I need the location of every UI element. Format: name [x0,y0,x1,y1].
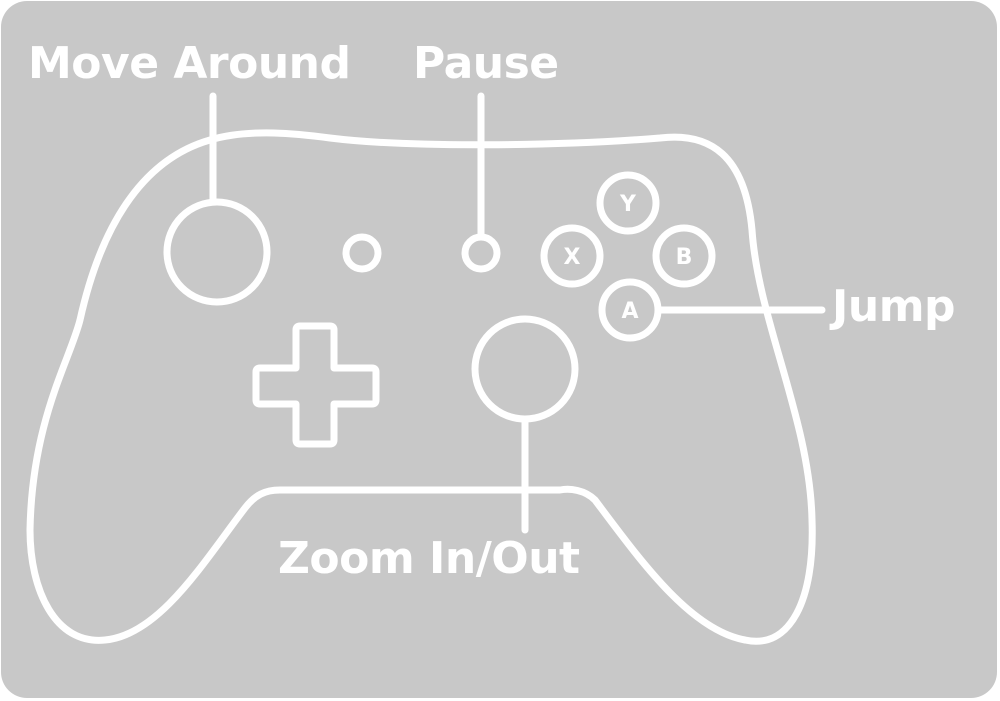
x-button-icon [540,224,604,288]
x-button-label: X [564,245,581,270]
b-button-icon [652,224,716,288]
right-stick-icon [471,315,579,423]
y-button-icon [596,171,660,235]
zoom-label: Zoom In/Out [278,533,580,584]
b-button-label: B [676,245,693,270]
pause-button-icon [461,233,501,273]
a-button-label: A [621,299,638,324]
move-around-label: Move Around [28,38,351,89]
controller-outline [26,129,816,645]
y-button-label: Y [619,192,637,217]
left-stick-icon [163,198,271,306]
pause-label: Pause [413,38,559,89]
dpad-icon [252,322,380,448]
jump-label: Jump [832,281,956,332]
view-button-icon [342,233,382,273]
